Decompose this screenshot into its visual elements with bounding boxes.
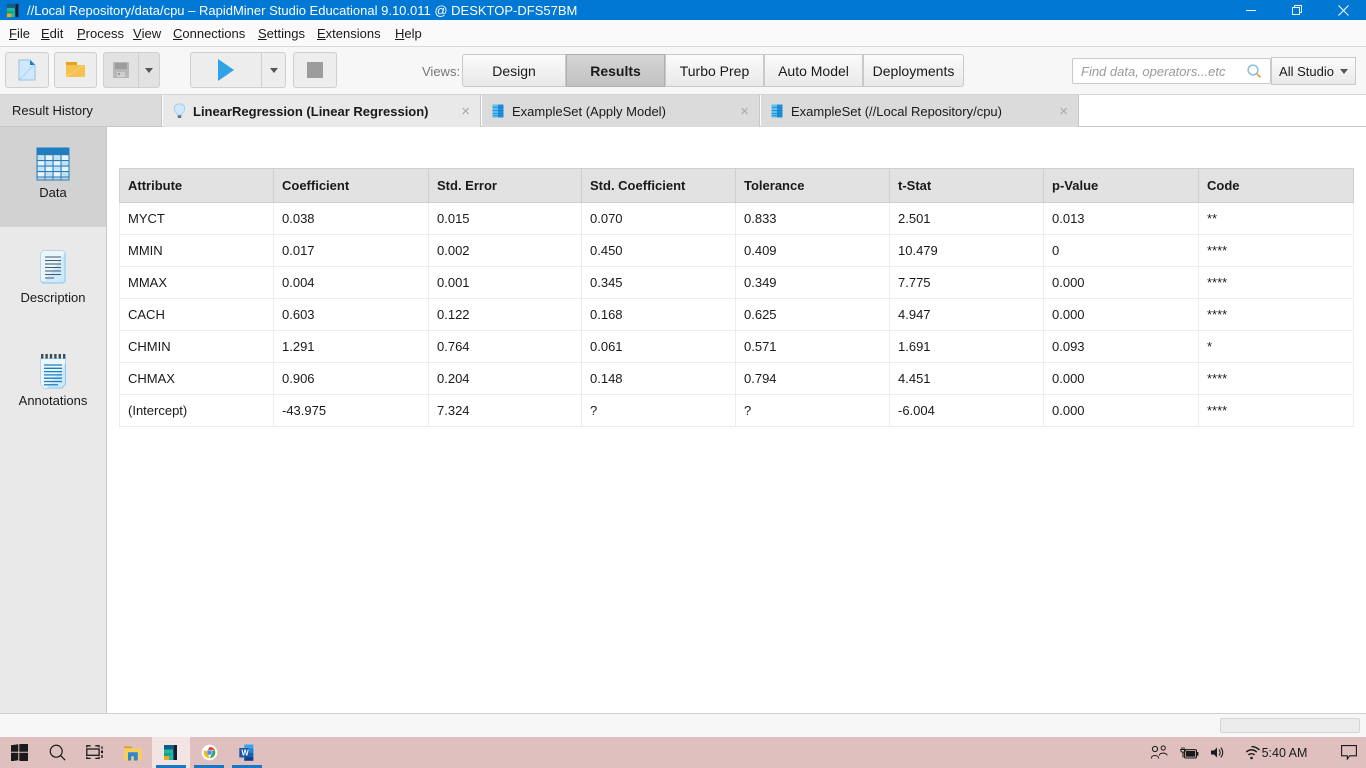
svg-text:W: W — [241, 748, 249, 757]
